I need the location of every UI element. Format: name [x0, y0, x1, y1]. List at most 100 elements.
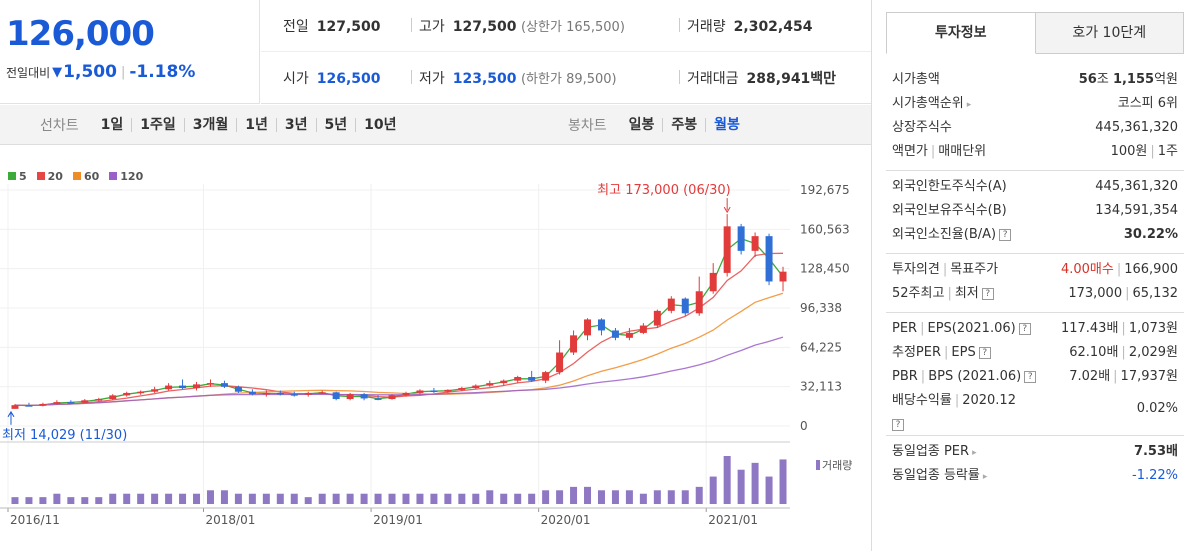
volume-bar [123, 493, 131, 504]
help-icon[interactable]: ? [981, 287, 994, 300]
candle-body [81, 400, 89, 403]
weekly-candle-button[interactable]: 주봉 [662, 118, 705, 132]
candle-body [276, 392, 284, 395]
candle-body [458, 388, 466, 390]
trade-amount: 거래대금 288,941백만 [678, 68, 836, 88]
volume-bar [374, 493, 382, 504]
tab-investment-info[interactable]: 투자정보 [886, 12, 1036, 54]
ma-line-20 [14, 252, 784, 407]
price-chart: 5 20 60 120 192,675 160,563 128,450 96,338 6… [0, 146, 871, 551]
volume-bar [151, 493, 159, 504]
candle-body [11, 405, 19, 409]
y-tick-label: 32,113 [800, 380, 842, 394]
line-chart-group: 선차트 1일 1주일 3개월 1년 3년 5년 10년 [40, 105, 405, 145]
volume-bar [346, 493, 354, 504]
volume-bar [765, 476, 773, 504]
current-price: 126,000 [6, 14, 155, 54]
candle-body [290, 394, 298, 396]
volume-bar [402, 493, 410, 504]
volume-bar [779, 459, 787, 504]
period-3m-button[interactable]: 3개월 [183, 118, 237, 132]
volume-bar [597, 490, 605, 504]
tab-order-book[interactable]: 호가 10단계 [1035, 12, 1184, 54]
candle-body [248, 391, 256, 395]
row-est-per: 추정PER | EPS? 62.10배 | 2,029원 [892, 345, 1178, 360]
legend-ma120: 120 [109, 170, 143, 183]
volume-bar [653, 490, 661, 504]
volume-bar [318, 493, 326, 504]
candle-body [584, 319, 592, 336]
volume-bar [695, 486, 703, 504]
high-price: 고가 127,500 (상한가 165,500) [411, 16, 625, 36]
volume-bar [262, 493, 270, 504]
period-1y-button[interactable]: 1년 [236, 118, 276, 132]
divider: | [120, 64, 126, 80]
section-valuation: PER | EPS(2021.06)? 117.43배 | 1,073원 추정PER | E… [886, 313, 1184, 436]
volume-bar [514, 493, 522, 504]
volume-bar [11, 497, 19, 504]
period-10y-button[interactable]: 10년 [355, 118, 404, 132]
caret-right-icon: ▸ [972, 448, 977, 458]
y-tick-label: 192,675 [800, 183, 850, 197]
volume-bar [681, 490, 689, 504]
row-industry-change[interactable]: 동일업종 등락률 ▸ -1.22% [892, 468, 1178, 483]
help-icon[interactable]: ? [892, 418, 904, 431]
candle-body [667, 298, 675, 311]
help-icon[interactable]: ? [1024, 370, 1037, 383]
candle-body [109, 395, 117, 400]
candle-body [765, 236, 773, 282]
volume-bar [109, 493, 117, 504]
ma-line-60 [14, 292, 784, 407]
row-market-cap-rank[interactable]: 시가총액순위 ▸ 코스피 6위 [892, 96, 1178, 111]
daily-candle-button[interactable]: 일봉 [628, 117, 655, 133]
period-1w-button[interactable]: 1주일 [131, 118, 184, 132]
row-opinion-target: 투자의견 | 목표주가 4.00매수 | 166,900 [892, 262, 1178, 277]
candle-body [528, 377, 536, 381]
volume-bar [276, 493, 284, 504]
row-per-eps: PER | EPS(2021.06)? 117.43배 | 1,073원 [892, 321, 1178, 336]
volume: 거래량 2,302,454 [678, 16, 812, 36]
volume-bar [248, 493, 256, 504]
candle-body [151, 389, 159, 392]
volume-bar [67, 497, 75, 504]
help-icon[interactable]: ? [1018, 322, 1031, 335]
y-tick-label: 0 [800, 419, 808, 433]
candle-body [542, 372, 550, 381]
candle-body [374, 398, 382, 400]
candle-body [165, 385, 173, 390]
candle-body [402, 392, 410, 396]
candle-body [625, 332, 633, 338]
candle-body [737, 226, 745, 251]
volume-bar [528, 493, 536, 504]
candlestick-chart[interactable]: 192,675 160,563 128,450 96,338 64,225 32,113 0… [0, 146, 871, 551]
volume-bar [570, 486, 578, 504]
volume-bar [444, 493, 452, 504]
candle-body [318, 392, 326, 394]
row-foreign-holding: 외국인보유주식수(B) 134,591,354 [892, 203, 1178, 218]
row-industry-per[interactable]: 동일업종 PER ▸ 7.53배 [892, 444, 1178, 459]
section-industry: 동일업종 PER ▸ 7.53배 동일업종 등락률 ▸ -1.22% [886, 436, 1184, 494]
candle-body [723, 226, 731, 273]
ma-line-120 [14, 336, 784, 407]
volume-bar [486, 490, 494, 504]
x-tick-label: 2020/01 [541, 513, 591, 527]
low-price: 저가 123,500 (하한가 89,500) [411, 68, 617, 88]
monthly-candle-button[interactable]: 월봉 [705, 118, 748, 132]
volume-bar [53, 493, 61, 504]
volume-bar [234, 493, 242, 504]
period-3y-button[interactable]: 3년 [275, 118, 316, 132]
row-pbr-bps: PBR | BPS (2021.06)? 7.02배 | 17,937원 [892, 369, 1178, 384]
candle-body [653, 310, 661, 326]
volume-bar [81, 497, 89, 504]
help-icon[interactable]: ? [978, 346, 991, 359]
change-label: 전일대비 [6, 65, 51, 80]
x-tick-label: 2019/01 [373, 513, 423, 527]
volume-legend-swatch [816, 460, 820, 470]
candle-body [570, 335, 578, 353]
period-5y-button[interactable]: 5년 [315, 118, 356, 132]
row-foreign-limit: 외국인한도주식수(A) 445,361,320 [892, 179, 1178, 194]
help-icon[interactable]: ? [999, 228, 1012, 241]
candle-body [556, 352, 564, 373]
min-price-label: 최저 14,029 (11/30) [2, 428, 127, 443]
period-1d-button[interactable]: 1일 [100, 117, 124, 133]
